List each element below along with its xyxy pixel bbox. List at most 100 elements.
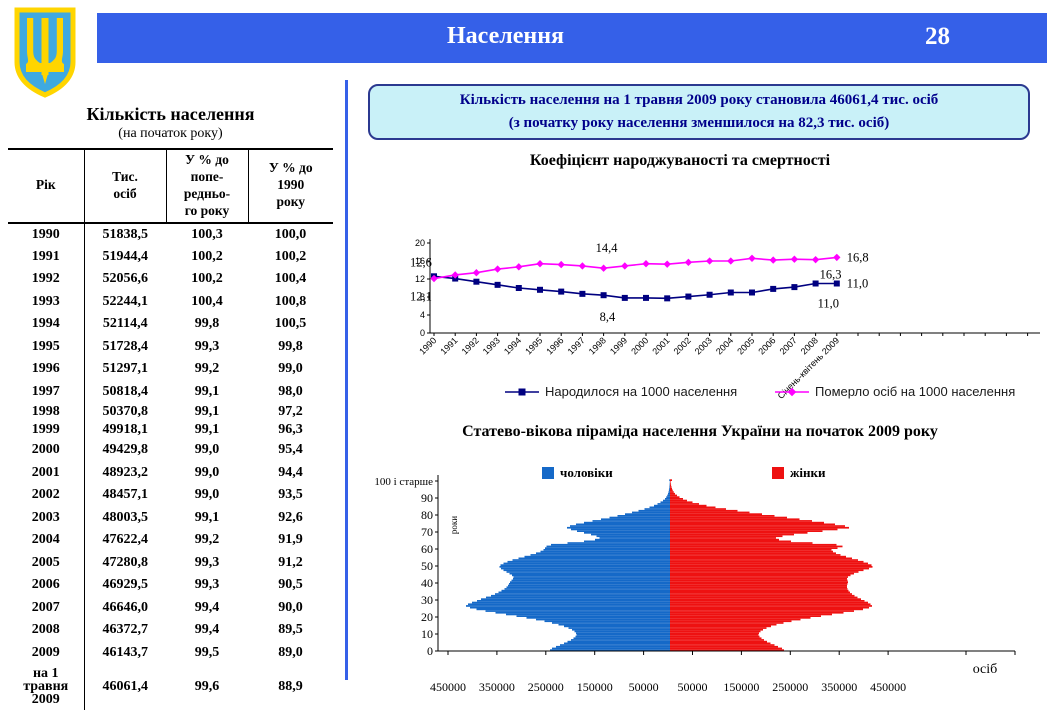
table-cell: 99,0: [194, 487, 220, 503]
svg-text:8: 8: [420, 292, 425, 302]
svg-text:70: 70: [421, 525, 433, 539]
svg-text:Народилося на 1000 населення: Народилося на 1000 населення: [545, 384, 737, 399]
table-cell: 90,0: [278, 599, 303, 615]
table-row: 2007 46646,0 99,4 90,0: [8, 596, 333, 619]
table-row: 1995 51728,4 99,3 99,8: [8, 335, 333, 358]
table-cell: 99,1: [194, 404, 220, 420]
svg-text:жінки: жінки: [790, 465, 826, 480]
table-cell: 1994: [31, 316, 60, 332]
svg-text:14,4: 14,4: [596, 241, 619, 255]
svg-text:40: 40: [421, 576, 433, 590]
table-cell: 2008: [31, 622, 60, 638]
table-cell: 1992: [31, 271, 60, 287]
svg-text:12,6: 12,6: [410, 255, 432, 269]
table-cell: 99,0: [194, 464, 220, 480]
table-cell: 46372,7: [83, 618, 166, 641]
table-cell: 2001: [31, 464, 60, 480]
pyramid-chart-title: Статево-вікова піраміда населення Україн…: [462, 423, 938, 440]
table-cell: 51297,1: [83, 357, 166, 380]
table-cell: 46061,4: [83, 663, 166, 710]
table-cell: 48923,2: [83, 461, 166, 484]
population-pyramid-chart: 0 10 20 30 40 50 60 70 80 90 100 і старше роки 45000…: [374, 465, 1016, 694]
svg-text:2001: 2001: [650, 335, 671, 356]
table-cell: 1997: [31, 383, 60, 399]
svg-text:11,0: 11,0: [818, 297, 839, 311]
table-cell: 99,6: [194, 678, 220, 694]
table-cell: 47622,4: [83, 528, 166, 551]
svg-text:2000: 2000: [629, 335, 650, 356]
table-row: 2002 48457,1 99,0 93,5: [8, 483, 333, 506]
population-table: Рік Тис. осіб У % до попе- редньо- го року…: [8, 148, 333, 710]
table-row: 2009 46143,7 99,5 89,0: [8, 641, 333, 664]
svg-text:1999: 1999: [608, 335, 629, 356]
table-row: 1998 50370,8 99,1 97,2: [8, 402, 333, 422]
svg-text:150000: 150000: [577, 680, 613, 694]
table-cell: 99,4: [194, 599, 220, 615]
column-header: У % до попе- редньо- го року: [165, 148, 248, 224]
table-cell: 91,9: [278, 532, 303, 548]
svg-text:150000: 150000: [723, 680, 759, 694]
table-cell: 99,2: [194, 361, 220, 377]
svg-text:1991: 1991: [438, 335, 459, 356]
x-tick-labels: 450000 350000 250000 150000 50000 50000 150000…: [430, 680, 906, 694]
table-row: 1992 52056,6 100,2 100,4: [8, 267, 333, 290]
table-cell: 52056,6: [83, 267, 166, 290]
table-cell: 1993: [31, 293, 60, 309]
svg-text:1997: 1997: [566, 335, 587, 356]
table-cell: 100,2: [191, 271, 223, 287]
svg-text:16,3: 16,3: [820, 268, 842, 282]
table-cell: 46143,7: [83, 641, 166, 664]
svg-text:350000: 350000: [479, 680, 515, 694]
table-cell: 52114,4: [83, 312, 166, 335]
svg-text:20: 20: [421, 610, 433, 624]
axes: [427, 239, 1040, 336]
table-row: 1990 51838,5 100,3 100,0: [8, 222, 333, 245]
svg-text:1992: 1992: [460, 335, 481, 356]
chart-legend: Народилося на 1000 населення Померло осіб…: [505, 384, 1015, 399]
table-row: 1994 52114,4 99,8 100,5: [8, 312, 333, 335]
svg-text:12,1: 12,1: [410, 290, 432, 304]
svg-text:2005: 2005: [735, 335, 756, 356]
table-cell: 2004: [31, 532, 60, 548]
line-chart-title: Коефіцієнт народжуваності та смертності: [529, 152, 831, 169]
info-line-1: Кількість населення на 1 травня 2009 рок…: [459, 91, 939, 108]
table-cell: 99,3: [194, 554, 220, 570]
table-cell: 1990: [31, 226, 60, 242]
table-row: 1999 49918,1 99,1 96,3: [8, 421, 333, 439]
table-cell: 51944,4: [83, 245, 166, 268]
table-cell: 1995: [31, 338, 60, 354]
table-cell: 99,1: [194, 509, 220, 525]
table-cell: 2000: [31, 442, 60, 458]
table-cell: 100,0: [274, 226, 307, 242]
svg-text:0: 0: [420, 328, 425, 338]
column-header: Тис. осіб: [83, 148, 166, 224]
births-series: [431, 273, 840, 302]
table-cell: 92,6: [278, 509, 303, 525]
content-divider: [345, 80, 348, 680]
table-cell: 88,9: [278, 678, 303, 694]
svg-text:250000: 250000: [528, 680, 564, 694]
table-cell: 99,8: [194, 316, 220, 332]
table-cell: 99,0: [194, 442, 220, 458]
table-cell: на 1 травня 2009: [23, 665, 69, 708]
table-row: 2003 48003,5 99,1 92,6: [8, 506, 333, 529]
table-cell: 100,8: [274, 293, 307, 309]
svg-text:80: 80: [421, 508, 433, 522]
table-row: 2005 47280,8 99,3 91,2: [8, 551, 333, 574]
table-cell: 100,5: [274, 316, 307, 332]
svg-text:чоловіки: чоловіки: [560, 465, 613, 480]
table-cell: 2006: [31, 577, 60, 593]
table-cell: 90,5: [278, 577, 303, 593]
table-cell: 46929,5: [83, 573, 166, 596]
table-cell: 49429,8: [83, 438, 166, 461]
table-cell: 100,2: [274, 248, 307, 264]
table-cell: 1996: [31, 361, 60, 377]
table-cell: 2005: [31, 554, 60, 570]
table-row: 1993 52244,1 100,4 100,8: [8, 290, 333, 313]
table-cell: 99,5: [194, 644, 220, 660]
svg-text:20: 20: [415, 238, 425, 248]
table-title: Кількість населення: [86, 104, 255, 124]
deaths-series: [430, 253, 841, 283]
table-cell: 47280,8: [83, 551, 166, 574]
